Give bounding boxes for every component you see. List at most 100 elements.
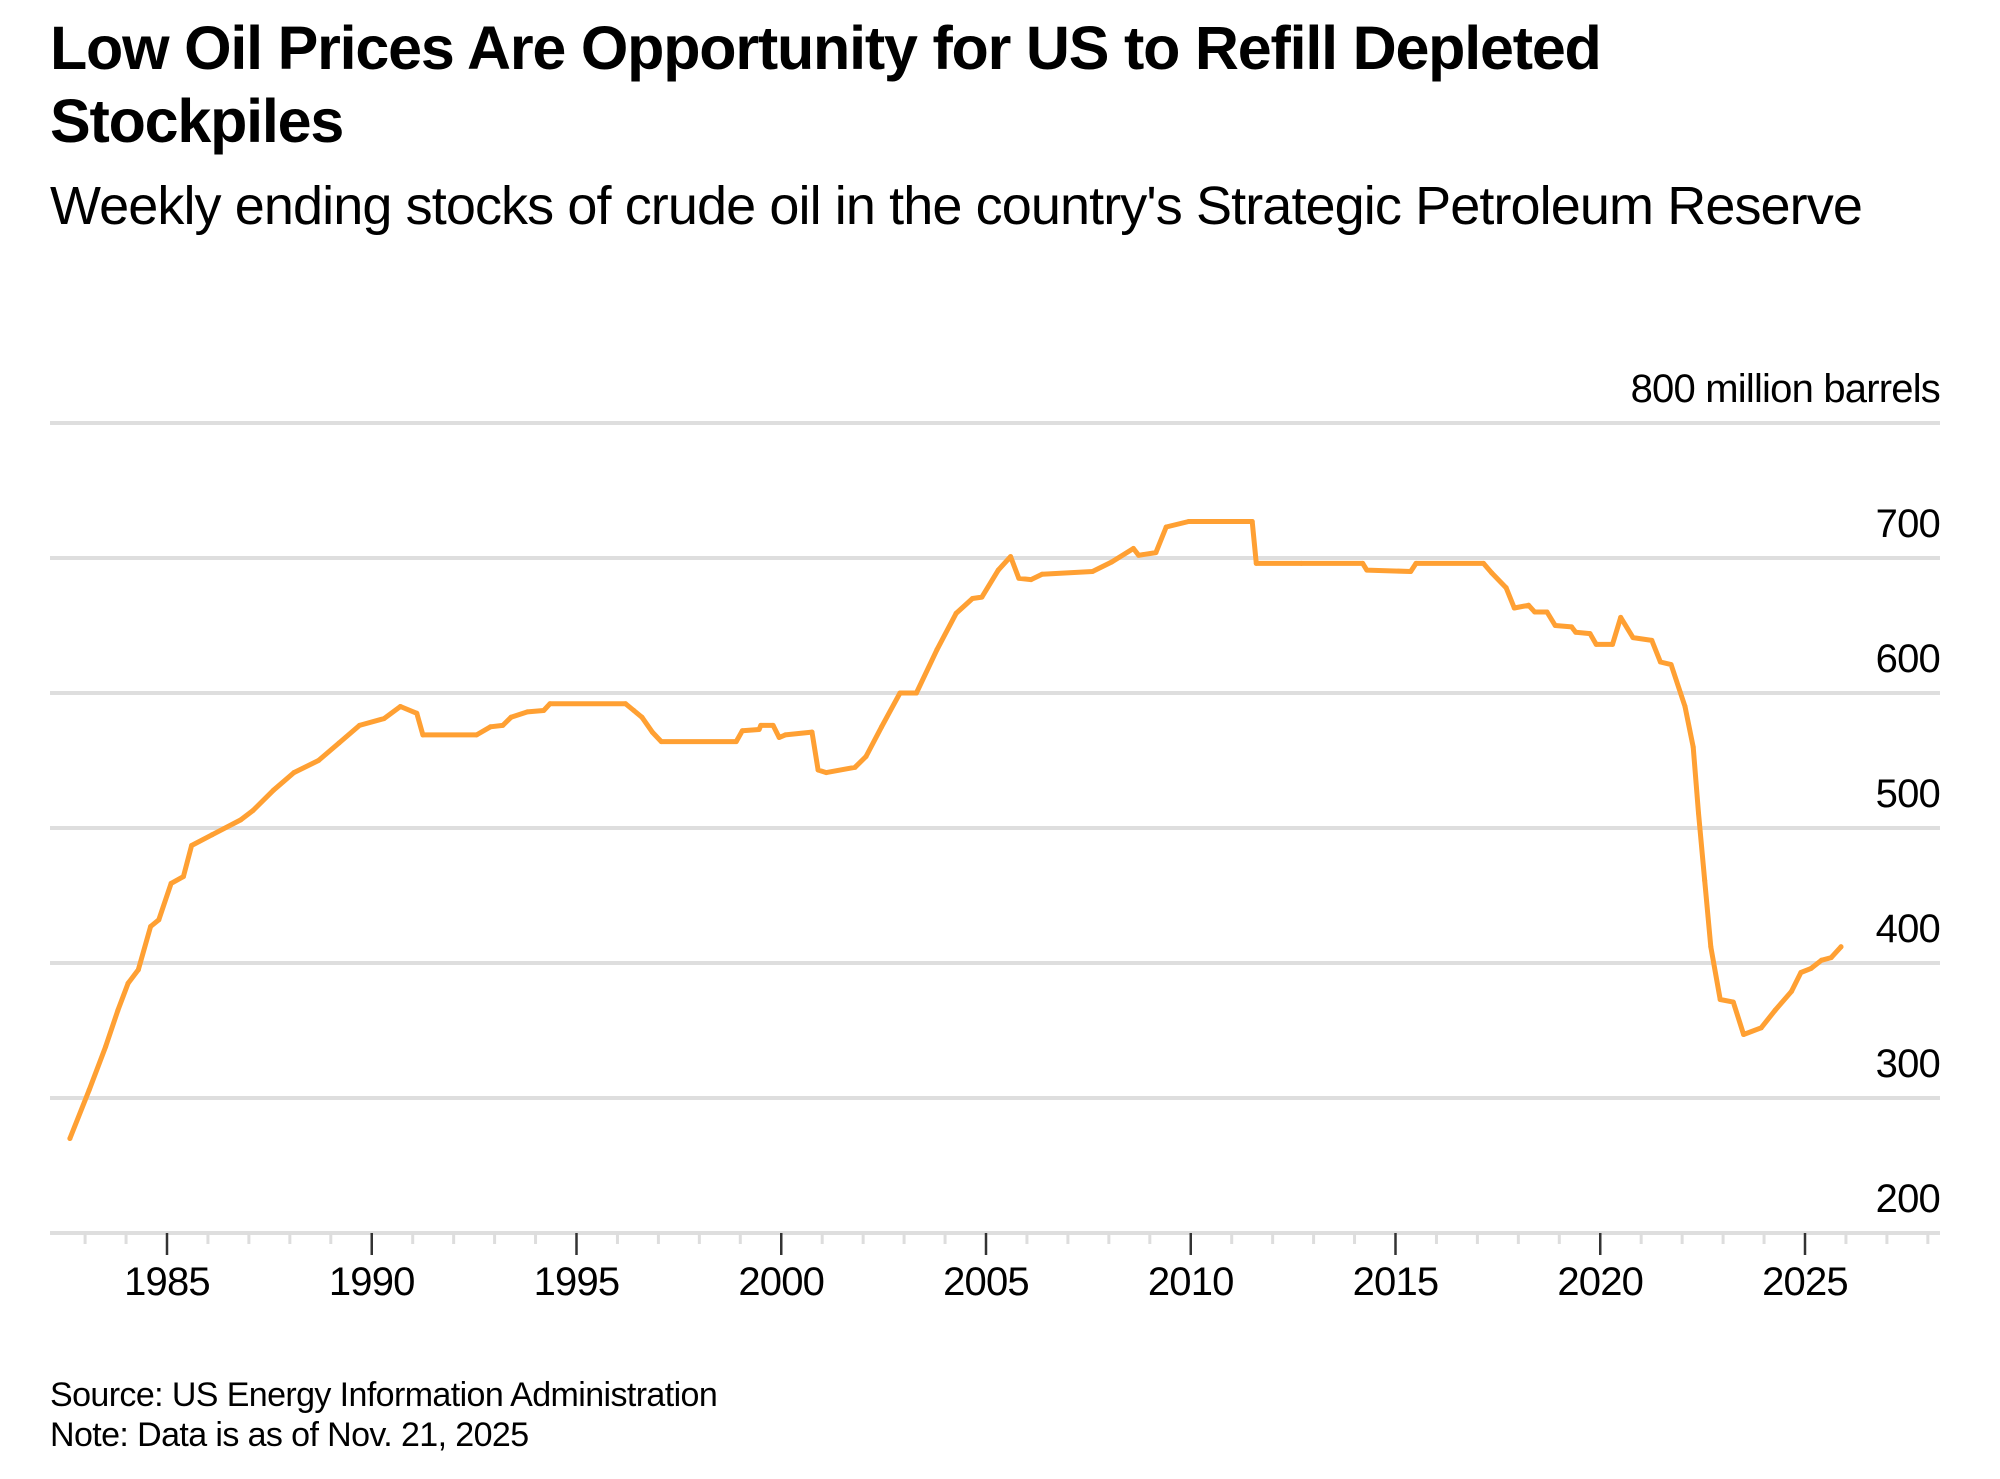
data-point xyxy=(86,1087,92,1093)
data-point xyxy=(209,832,215,838)
data-point xyxy=(547,701,553,707)
data-point xyxy=(733,739,739,745)
data-point xyxy=(1481,560,1486,566)
data-point xyxy=(809,729,815,735)
data-point xyxy=(1682,704,1688,709)
y-tick-label: 500 xyxy=(1876,772,1940,816)
data-point xyxy=(1838,944,1844,950)
data-point xyxy=(897,690,903,696)
data-point xyxy=(631,708,637,713)
data-point xyxy=(316,758,321,763)
data-point xyxy=(756,727,762,732)
data-point xyxy=(1741,1032,1747,1037)
data-point xyxy=(1526,602,1532,608)
data-point xyxy=(1511,605,1517,611)
y-tick-label: 200 xyxy=(1876,1177,1940,1221)
data-point xyxy=(1717,997,1723,1002)
x-tick-label: 2020 xyxy=(1557,1260,1643,1304)
data-point xyxy=(1136,552,1142,558)
data-point xyxy=(1690,744,1696,750)
data-point xyxy=(1808,965,1814,971)
x-tick-label: 2000 xyxy=(738,1260,824,1304)
y-tick-label: 800 million barrels xyxy=(1631,367,1940,411)
data-point xyxy=(1587,631,1593,637)
source-note: Source: US Energy Information Administra… xyxy=(50,1376,718,1414)
data-point xyxy=(1702,878,1708,884)
data-point xyxy=(1016,575,1022,581)
y-tick-label: 300 xyxy=(1876,1042,1940,1086)
data-point xyxy=(1649,637,1655,643)
x-axis: 1985 1990 1995 2000 2005 2010 2015 2020 2025 xyxy=(83,1233,1930,1304)
data-point xyxy=(1364,567,1370,573)
data-point xyxy=(189,843,195,848)
data-point xyxy=(953,610,959,616)
data-point xyxy=(639,714,645,720)
data-point xyxy=(125,980,131,986)
data-point xyxy=(913,690,919,696)
data-point xyxy=(1039,571,1045,577)
data-point xyxy=(1758,1025,1764,1031)
y-tick-label: 400 xyxy=(1876,907,1940,951)
data-point xyxy=(879,724,885,730)
data-point xyxy=(103,1044,109,1050)
data-date-note: Note: Data is as of Nov. 21, 2025 xyxy=(50,1416,529,1454)
chart-subtitle: Weekly ending stocks of crude oil in the… xyxy=(50,176,1863,236)
data-point xyxy=(1090,569,1095,574)
data-point xyxy=(67,1136,73,1141)
data-point xyxy=(168,880,174,886)
data-point xyxy=(758,722,764,728)
data-point xyxy=(823,770,829,776)
y-tick-label: 600 xyxy=(1876,637,1940,681)
data-point xyxy=(488,724,493,730)
data-point xyxy=(1489,570,1495,576)
data-point xyxy=(1593,641,1599,647)
data-point xyxy=(970,596,975,601)
x-tick-label: 1995 xyxy=(534,1260,620,1304)
data-point xyxy=(1730,999,1736,1005)
data-point xyxy=(1028,577,1034,583)
data-point xyxy=(815,767,821,773)
data-point xyxy=(1630,635,1636,641)
data-point xyxy=(524,709,530,715)
data-point xyxy=(1657,659,1663,665)
data-point xyxy=(508,714,514,720)
data-point xyxy=(1298,560,1304,566)
data-point xyxy=(1552,623,1558,628)
chart-footer: Source: US Energy Information Administra… xyxy=(50,1375,718,1455)
data-point xyxy=(1618,614,1624,620)
data-point xyxy=(1153,550,1159,556)
data-point xyxy=(1163,524,1169,530)
data-point xyxy=(357,722,362,728)
data-point xyxy=(979,594,985,600)
data-point xyxy=(1408,569,1414,574)
data-point xyxy=(1503,585,1509,591)
data-point xyxy=(238,817,244,823)
data-point xyxy=(250,808,256,813)
data-point xyxy=(1360,560,1366,566)
data-point xyxy=(782,732,788,738)
data-point xyxy=(1186,519,1192,524)
data-point xyxy=(414,710,420,716)
data-point xyxy=(1413,560,1419,566)
data-point xyxy=(115,1007,121,1013)
y-axis-labels: 200 300 400 500 600 700 800 million barrels xyxy=(1631,367,1941,1221)
x-tick-label: 1985 xyxy=(124,1260,210,1304)
data-point xyxy=(291,770,297,776)
data-point xyxy=(148,924,154,929)
data-point xyxy=(397,704,403,709)
data-point xyxy=(1828,955,1834,961)
data-point xyxy=(500,722,506,728)
data-point xyxy=(934,647,940,653)
data-point xyxy=(1544,609,1550,615)
data-point xyxy=(649,729,655,735)
data-point xyxy=(180,874,186,880)
data-point xyxy=(541,708,547,713)
data-point xyxy=(1249,519,1255,524)
data-point xyxy=(1696,810,1701,816)
data-point xyxy=(739,728,745,734)
data-point xyxy=(420,732,426,738)
series-layer xyxy=(67,519,1844,1141)
data-point xyxy=(1789,988,1794,994)
data-point xyxy=(852,764,858,770)
